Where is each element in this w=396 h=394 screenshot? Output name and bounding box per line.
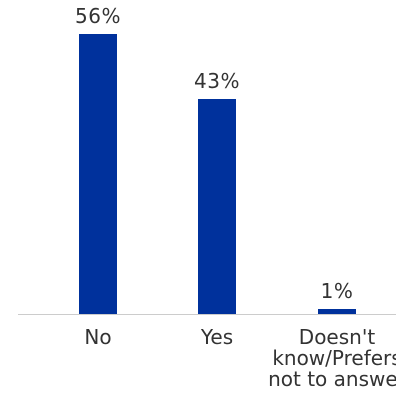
category-label-1: Yes	[200, 325, 233, 349]
category-label-line: not to answer	[268, 367, 396, 391]
category-label-line: Doesn't	[299, 325, 376, 349]
bar-1	[198, 99, 236, 314]
bar-2	[318, 309, 356, 314]
value-label-2: 1%	[321, 279, 354, 303]
value-label-0: 56%	[75, 4, 121, 28]
category-label-line: know/Prefers	[272, 346, 396, 370]
category-label-line: Yes	[200, 325, 233, 349]
bar-0	[79, 34, 117, 314]
value-label-1: 43%	[194, 69, 240, 93]
category-label-0: No	[84, 325, 111, 349]
category-label-line: No	[84, 325, 111, 349]
category-label-2: Doesn't know/Prefers not to answer	[268, 325, 396, 391]
